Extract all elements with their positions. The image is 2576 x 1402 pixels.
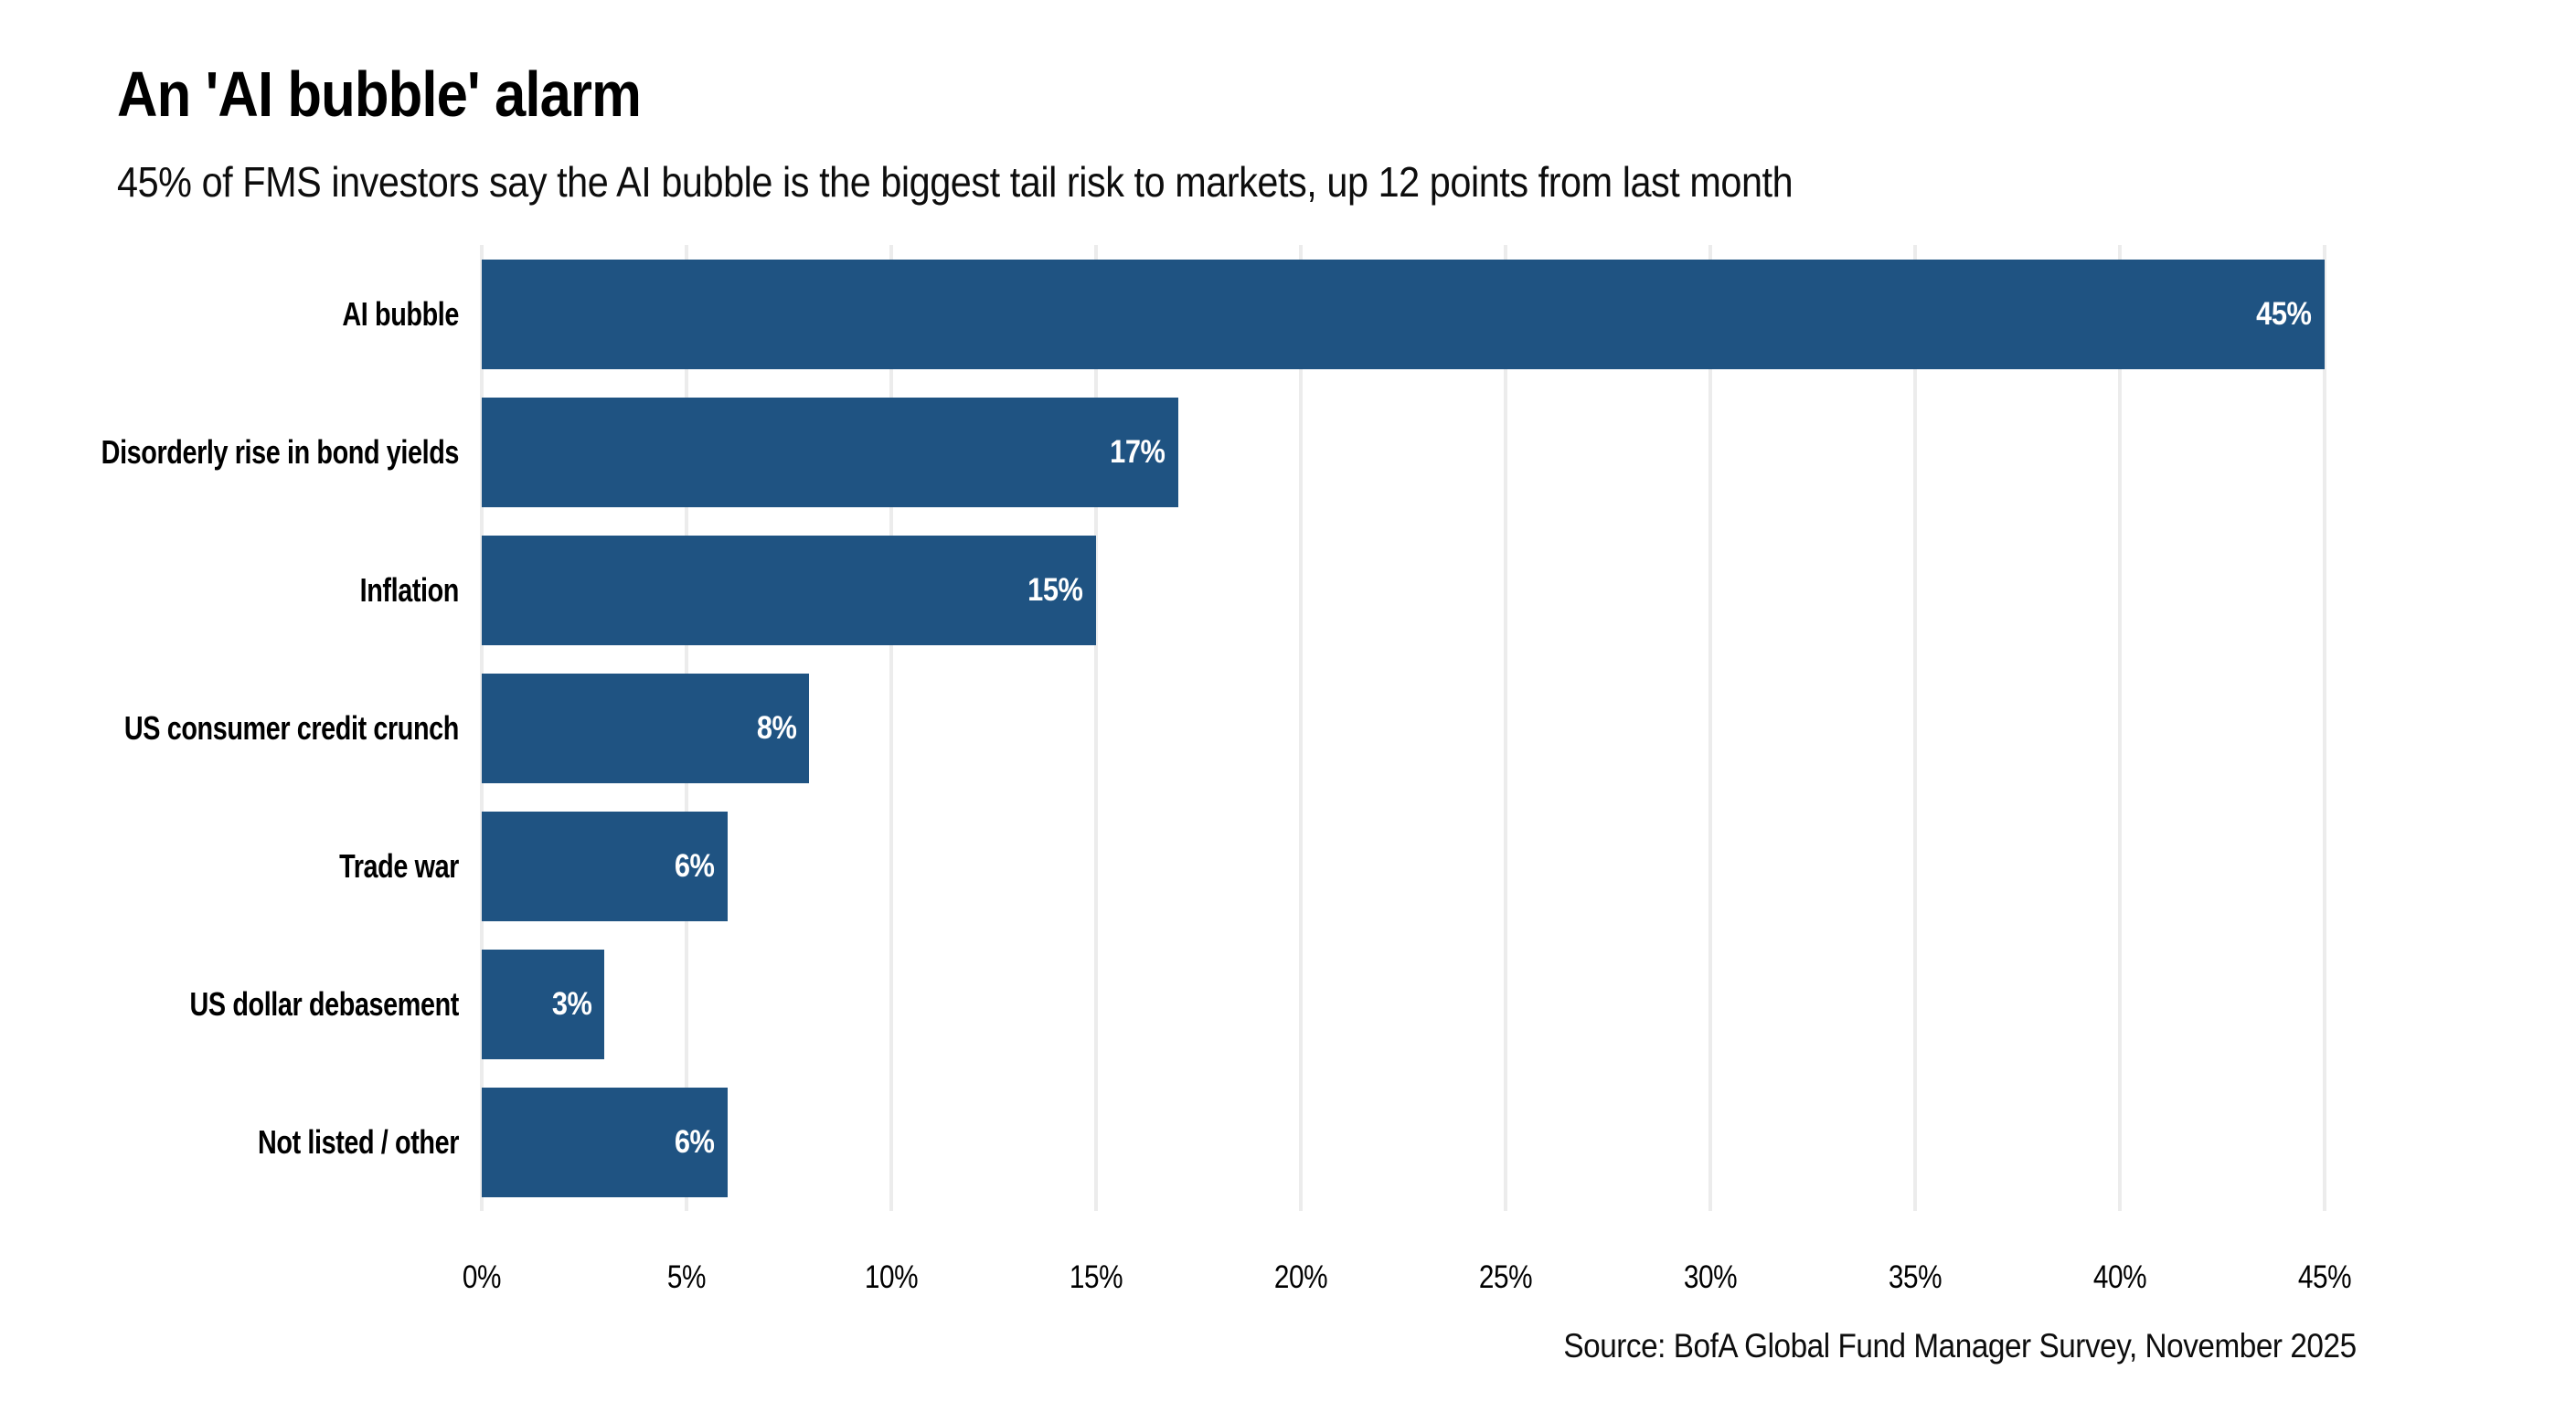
gridline	[1504, 245, 1507, 1211]
chart-subtitle: 45% of FMS investors say the AI bubble i…	[117, 158, 1794, 206]
gridline	[2118, 245, 2122, 1211]
x-tick-label: 10%	[864, 1259, 919, 1295]
x-tick-label: 30%	[1683, 1259, 1738, 1295]
bar-trade-war: 6%	[482, 811, 728, 921]
category-label: Inflation	[359, 570, 460, 609]
gridline	[1299, 245, 1303, 1211]
bar-value-label: 6%	[675, 1123, 715, 1160]
x-tick-label: 20%	[1273, 1259, 1328, 1295]
gridline	[1094, 245, 1098, 1211]
gridline	[889, 245, 893, 1211]
bar-us-consumer-credit-crunch: 8%	[482, 673, 810, 783]
chart-title: An 'AI bubble' alarm	[117, 58, 642, 130]
bar-value-label: 15%	[1027, 571, 1084, 608]
bar-disorderly-rise-in-bond-yields: 17%	[482, 397, 1178, 507]
category-label: Disorderly rise in bond yields	[101, 432, 460, 471]
bar-not-listed-other: 6%	[482, 1087, 728, 1197]
bar-value-label: 45%	[2256, 295, 2313, 332]
x-tick-label: 15%	[1069, 1259, 1123, 1295]
source-note: Source: BofA Global Fund Manager Survey,…	[1563, 1327, 2358, 1365]
category-label-column: AI bubble Disorderly rise in bond yields I…	[0, 245, 460, 1211]
gridline	[1913, 245, 1917, 1211]
bar-value-label: 8%	[756, 709, 797, 746]
category-label: US consumer credit crunch	[123, 708, 460, 747]
bar-ai-bubble: 45%	[482, 259, 2325, 369]
category-label: Not listed / other	[257, 1122, 459, 1161]
x-tick-label: 25%	[1478, 1259, 1533, 1295]
x-axis: 0% 5% 10% 15% 20% 25% 30% 35% 40% 45%	[0, 1259, 2576, 1305]
bar-inflation: 15%	[482, 535, 1096, 645]
category-label: Trade war	[339, 846, 459, 885]
x-tick-label: 40%	[2092, 1259, 2147, 1295]
x-tick-label: 45%	[2297, 1259, 2352, 1295]
x-tick-label: 5%	[666, 1259, 707, 1295]
x-tick-label: 0%	[462, 1259, 502, 1295]
gridline	[2323, 245, 2326, 1211]
x-tick-label: 35%	[1888, 1259, 1943, 1295]
bar-us-dollar-debasement: 3%	[482, 949, 605, 1059]
bar-value-label: 3%	[551, 985, 592, 1022]
gridline	[1708, 245, 1712, 1211]
plot-area: 45% 17% 15% 8% 6% 3% 6%	[480, 245, 2326, 1211]
bar-value-label: 6%	[675, 847, 715, 884]
category-label: AI bubble	[342, 294, 459, 333]
category-label: US dollar debasement	[189, 984, 460, 1023]
bar-value-label: 17%	[1110, 433, 1166, 470]
